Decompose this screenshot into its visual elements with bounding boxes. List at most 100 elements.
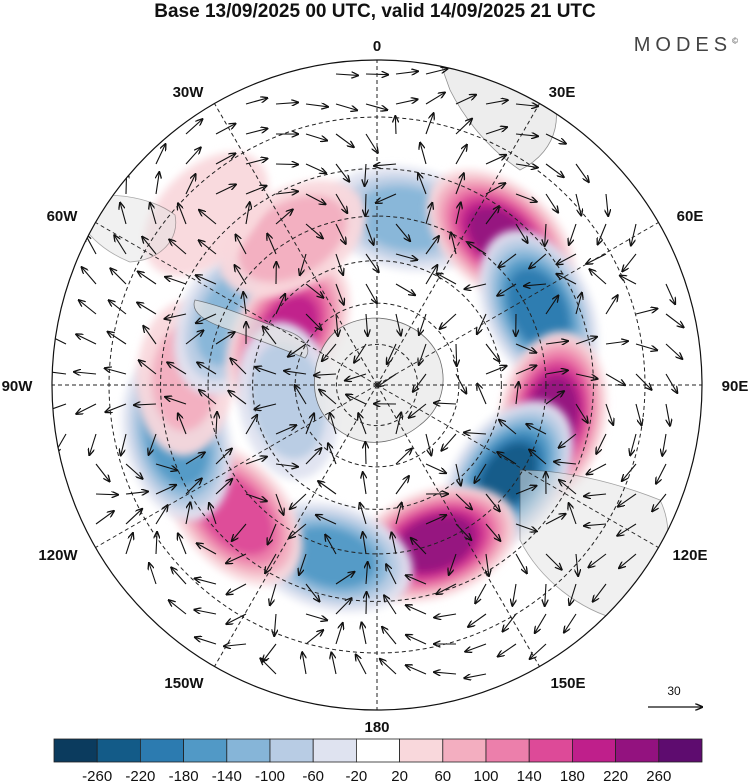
wind-arrow: [335, 223, 346, 244]
wind-arrow: [335, 283, 344, 305]
colorbar-swatch: [399, 738, 444, 763]
wind-arrow: [575, 193, 581, 215]
wind-arrow: [362, 622, 367, 645]
wind-arrow: [382, 627, 397, 645]
wind-arrow: [515, 366, 536, 375]
wind-arrow: [106, 403, 127, 412]
wind-arrow: [498, 643, 517, 656]
wind-arrow: [569, 503, 577, 525]
wind-arrow: [358, 413, 367, 435]
colorbar-swatch: [355, 738, 400, 763]
wind-arrow: [622, 463, 637, 481]
wind-arrow: [434, 614, 457, 618]
wind-arrow: [305, 223, 323, 238]
colorbar-tick-label: 20: [391, 768, 408, 783]
wind-arrow: [485, 366, 506, 375]
wind-arrow: [503, 613, 517, 631]
wind-arrow: [395, 313, 401, 335]
wind-arrow: [226, 613, 247, 624]
wind-arrow: [464, 433, 487, 434]
wind-arrow: [125, 533, 133, 555]
wind-arrow: [275, 210, 293, 225]
wind-arrow: [434, 672, 457, 674]
wind-arrow: [335, 253, 343, 275]
wind-arrow: [319, 390, 337, 405]
wind-arrow: [474, 463, 487, 483]
wind-arrow: [336, 313, 338, 336]
wind-arrow: [335, 572, 354, 585]
colorbar-swatch: [442, 738, 487, 763]
wind-arrow: [477, 384, 487, 405]
wind-arrow: [255, 367, 277, 375]
wind-arrow: [165, 313, 187, 319]
wind-arrow: [384, 596, 397, 615]
colorbar-tick-label: 220: [603, 768, 628, 783]
colorbar-swatch: [53, 738, 98, 763]
wind-arrow: [584, 524, 607, 526]
wind-arrow: [125, 463, 142, 479]
wind-arrow: [596, 433, 607, 454]
wind-arrow: [619, 553, 637, 568]
wind-arrow: [171, 568, 187, 585]
wind-arrow: [665, 343, 682, 359]
colorbar-swatch: [312, 738, 357, 763]
wind-arrow: [305, 313, 321, 330]
wind-arrow: [284, 371, 307, 374]
colorbar-swatch: [615, 738, 660, 763]
wind-arrow: [178, 414, 187, 435]
wind-arrow: [356, 655, 367, 675]
wind-arrow: [545, 583, 546, 606]
chart-title: Base 13/09/2025 00 UTC, valid 14/09/2025…: [154, 1, 596, 22]
wind-arrow: [290, 493, 307, 509]
wind-arrow: [366, 562, 368, 585]
wind-arrow: [365, 253, 379, 272]
wind-arrow: [498, 253, 517, 267]
wind-arrow: [557, 253, 577, 264]
wind-arrow: [598, 223, 607, 244]
wind-arrow: [236, 235, 247, 255]
colorbar-tick-label: -20: [346, 768, 368, 783]
wind-arrow: [275, 493, 283, 515]
wind-arrow: [185, 452, 205, 465]
wind-arrow: [455, 145, 467, 165]
wind-arrow: [413, 373, 427, 392]
wind-arrow: [105, 368, 127, 375]
wind-arrow: [497, 283, 517, 296]
wind-arrow: [215, 124, 235, 135]
wind-arrow: [268, 523, 277, 544]
wind-arrow: [137, 303, 157, 315]
wind-arrow: [125, 492, 148, 494]
wind-arrow: [325, 535, 337, 555]
wind-arrow: [165, 277, 187, 285]
wind-arrow: [316, 515, 337, 525]
wind-arrow: [245, 415, 257, 435]
wind-arrow: [515, 343, 536, 353]
wind-arrow: [275, 191, 298, 194]
wind-arrow: [440, 313, 457, 329]
wind-arrow: [554, 462, 577, 464]
brand-mark: ©: [732, 36, 738, 46]
wind-arrow: [139, 360, 157, 375]
wind-arrow: [515, 553, 527, 573]
map-border: [51, 59, 703, 711]
wind-arrow: [575, 373, 597, 379]
lon-label-60w: 60W: [47, 208, 79, 225]
wind-arrow: [556, 274, 577, 285]
wind-arrow: [299, 553, 307, 575]
brand-logo: MODES©: [634, 34, 738, 57]
wind-arrow: [425, 203, 432, 225]
wind-arrow: [216, 412, 217, 435]
wind-arrow: [305, 193, 325, 204]
wind-arrow: [618, 493, 637, 507]
wind-arrow: [395, 449, 412, 465]
wind-arrow: [76, 334, 97, 345]
wind-arrow: [559, 433, 577, 448]
colorbar-tick-label: -260: [82, 768, 112, 783]
wind-arrow: [486, 553, 489, 576]
wind-arrow: [455, 493, 472, 509]
wind-arrow: [305, 133, 327, 140]
brand-text: MODES: [633, 34, 733, 56]
wind-arrow: [365, 283, 377, 303]
colorbar-swatch: [485, 738, 530, 763]
